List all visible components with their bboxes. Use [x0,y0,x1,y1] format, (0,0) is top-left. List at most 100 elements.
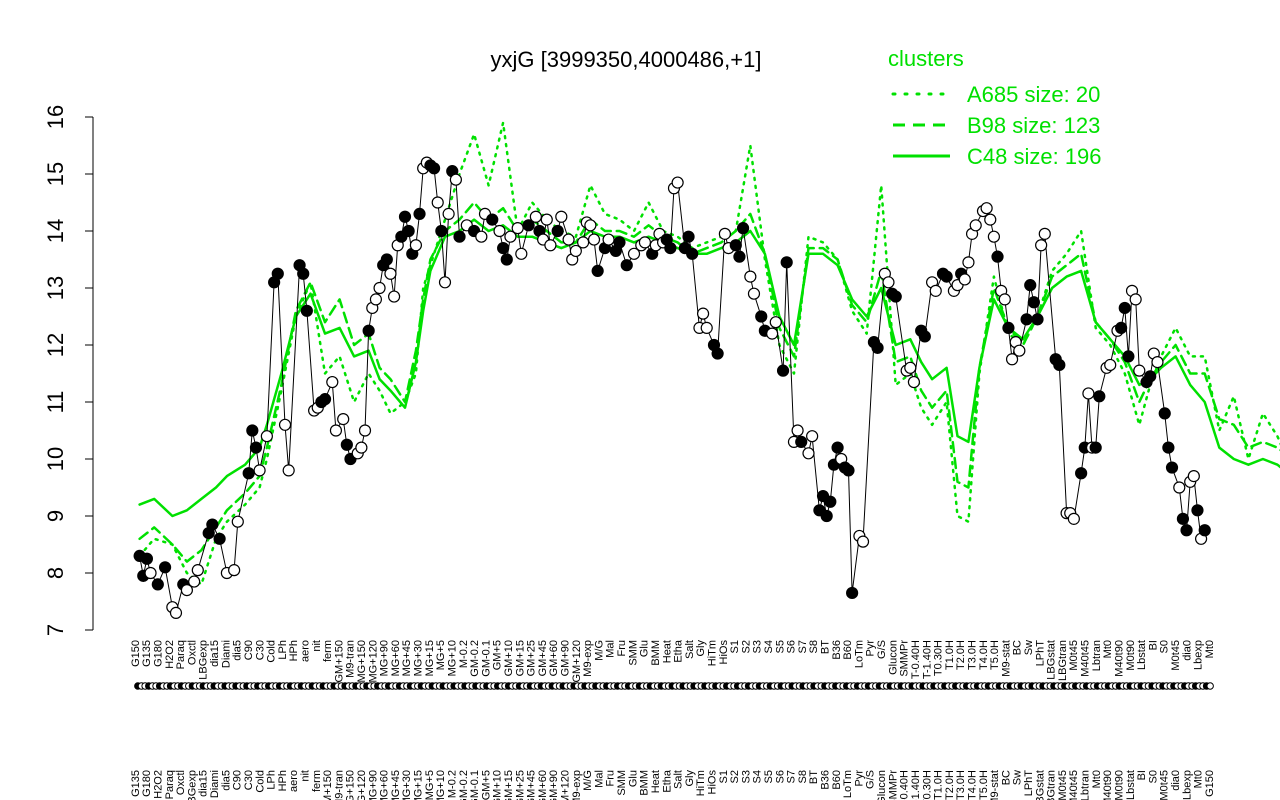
data-point [1020,313,1033,326]
data-point [846,586,859,600]
x-tick-label-lower: GM-0.1 [469,770,481,800]
data-point [1129,293,1142,306]
x-tick-label: GM+10 [503,640,515,676]
x-tick-label-lower: C90 [232,770,244,790]
data-point [577,236,590,249]
data-point [435,224,448,238]
data-point [856,535,870,548]
legend-entry-c48: C48 size: 196 [967,144,1102,169]
x-tick-label-lower: S6 [774,770,786,783]
x-tick-label: Cold [266,640,278,663]
x-tick-label: LPhT [1034,640,1046,667]
data-point [413,207,426,220]
x-tick-label-lower: MG+150 [345,770,357,800]
x-tick-label-lower: G150 [1204,770,1216,797]
x-tick-label-lower: GM+45 [526,770,538,800]
x-tick-label: nit [311,640,323,652]
x-tick-label: BT [820,640,832,654]
x-tick-label-lower: GM+10 [492,770,504,800]
x-tick-label-lower: MG+90 [367,770,379,800]
x-tick-label-lower: T0.30H [921,770,933,800]
data-point [1005,353,1019,366]
data-point [998,293,1011,306]
x-tick-label-lower: C30 [243,770,255,790]
data-point [213,532,226,545]
x-tick-label: B60 [842,640,854,660]
data-point [1165,461,1179,474]
data-point [882,276,895,289]
x-tick-label: LoTm [853,640,865,668]
x-tick-label: M9-exp [582,640,594,677]
x-tick-label: Gly [695,640,707,657]
x-tick-label: M/G [593,640,605,661]
x-tick-label: MG+15 [424,640,436,676]
x-tick-label-lower: GM+15 [503,770,515,800]
x-tick-label-lower: dia0 [1170,770,1182,791]
x-tick-label: T4.0H [978,640,990,670]
x-tick-label: MG+30 [413,640,425,676]
x-tick-label: GM+45 [537,640,549,676]
data-point [493,224,506,238]
x-tick-label: GM+150 [333,640,345,683]
data-point [438,276,452,289]
data-point [1024,279,1037,292]
data-point [776,364,790,377]
x-tick-label-lower: nit [299,770,311,782]
x-tick-label-lower: M-0.2 [446,770,458,798]
data-point [329,424,343,437]
x-tick-label-lower: GM+60 [537,770,549,800]
data-point [453,230,466,243]
data-point [544,239,557,252]
x-tick-label-lower: MG+45 [390,770,402,800]
x-tick-label: HiTm [706,640,718,666]
data-point [562,233,575,246]
x-tick-label: MG+60 [390,640,402,676]
x-tick-label: GM+15 [514,640,526,676]
x-tick-label-lower: Cold [254,770,266,793]
data-point [729,239,742,252]
x-tick-label: Glu [639,640,651,657]
x-tick-label-lower: Mal [593,770,605,788]
data-point [638,236,652,249]
data-point [326,375,339,389]
data-point [188,575,201,588]
x-tick-label: MG+45 [401,640,413,676]
x-tick-label-lower: LoTm [842,770,854,798]
data-point [449,173,462,186]
x-tick-label-lower: LBGstat [1034,770,1046,800]
x-tick-label-lower: BT [808,770,820,784]
x-tick-label: T3.0H [966,640,978,670]
x-tick-label-lower: MG+15 [413,770,425,800]
data-point [529,210,542,223]
data-point [555,210,568,223]
data-point [871,341,884,354]
x-tick-label-lower: Diami [209,770,221,798]
data-point [355,441,368,454]
data-point [1067,512,1080,525]
x-tick-label-lower: Etha [661,769,673,793]
x-tick-label: LBGtran [1057,640,1069,681]
x-tick-label-lower: Glu [627,770,639,787]
data-point [384,267,397,280]
x-tick-label: G150 [130,640,142,667]
legend-entry-a685: A685 size: 20 [967,82,1100,107]
data-point [369,293,383,306]
x-tick-label: S5 [774,640,786,653]
x-tick-label: Lbexp [1193,640,1205,670]
x-tick-label: dia0 [1181,640,1193,661]
data-point [1031,313,1044,326]
axis-marker [1206,682,1214,690]
x-tick-label: G180 [153,640,165,667]
x-tick-label: M0t90 [1125,640,1137,671]
x-tick-label: MG+90 [379,640,391,676]
data-point [522,219,535,232]
x-tick-label-lower: dia5 [220,770,232,791]
x-tick-label-lower: HiTm [695,770,707,796]
data-point [700,321,713,334]
x-tick-label-lower: Salt [673,770,685,789]
y-tick-label: 12 [43,333,68,357]
data-point [664,242,677,255]
x-tick-label: ferm [322,640,334,662]
x-tick-label-lower: Lbexp [1181,770,1193,800]
data-point [766,327,779,340]
